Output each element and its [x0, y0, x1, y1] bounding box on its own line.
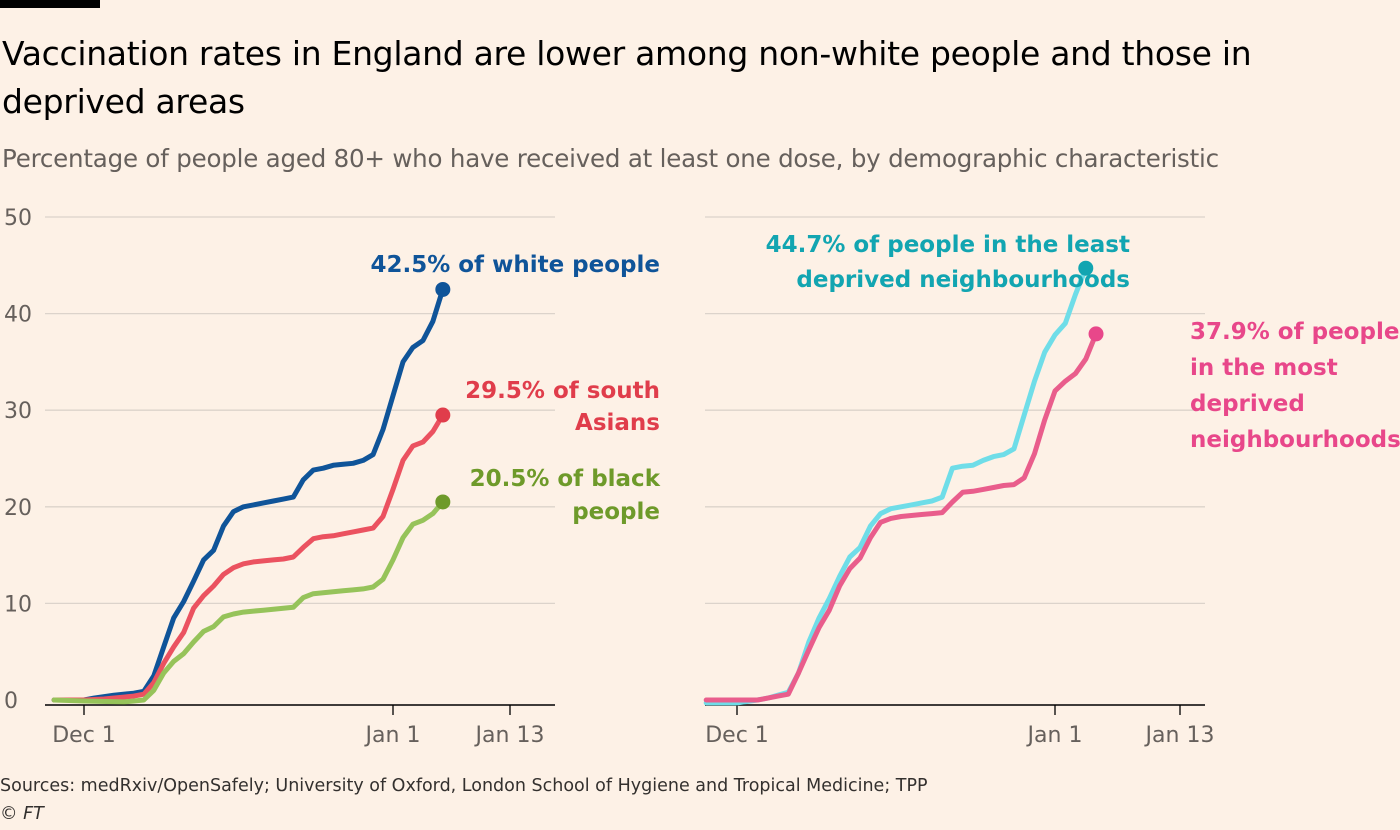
y-tick-label: 20 — [4, 496, 32, 521]
right-panel: Dec 1 Jan 1 Jan 13 44.7% of people in the l… — [703, 216, 1400, 748]
label-most: 37.9% of people in the most deprived neighb… — [1190, 319, 1400, 453]
line-black — [51, 499, 446, 705]
copyright-note: © FT — [0, 804, 44, 824]
gridlines — [705, 216, 1205, 605]
left-panel: 0 10 20 30 40 50 Dec 1 Jan 1 Jan 13 42.5% of whit… — [4, 206, 661, 748]
x-tick-label: Jan 1 — [364, 723, 421, 748]
x-tick-label: Jan 13 — [474, 723, 545, 748]
x-tick-label: Dec 1 — [52, 723, 116, 748]
x-tick-label: Dec 1 — [705, 723, 769, 748]
sources-note: Sources: medRxiv/OpenSafely; University … — [0, 776, 928, 796]
line-asian — [51, 412, 446, 703]
y-tick-label: 10 — [4, 592, 32, 617]
ft-top-bar — [0, 0, 100, 8]
line-white — [51, 286, 446, 703]
chart-subtitle: Percentage of people aged 80+ who have r… — [2, 144, 1219, 173]
label-black: 20.5% of black people — [470, 466, 661, 525]
line-most — [703, 331, 1099, 703]
x-tick-label: Jan 13 — [1144, 723, 1215, 748]
label-white: 42.5% of white people — [370, 252, 660, 278]
y-tick-label: 40 — [4, 303, 32, 328]
y-tick-label: 50 — [4, 206, 32, 231]
y-tick-label: 0 — [4, 689, 18, 714]
endpoint-white — [435, 281, 451, 297]
label-asian: 29.5% of south Asians — [465, 378, 660, 436]
chart-title: Vaccination rates in England are lower a… — [2, 34, 1252, 121]
y-tick-label: 30 — [4, 399, 32, 424]
endpoint-asian — [435, 407, 451, 423]
label-least: 44.7% of people in the least deprived nei… — [766, 232, 1130, 293]
x-tick-label: Jan 1 — [1026, 723, 1083, 748]
line-least — [703, 265, 1089, 706]
endpoint-most — [1088, 326, 1104, 342]
endpoint-least — [1078, 260, 1094, 276]
endpoint-black — [435, 494, 451, 510]
